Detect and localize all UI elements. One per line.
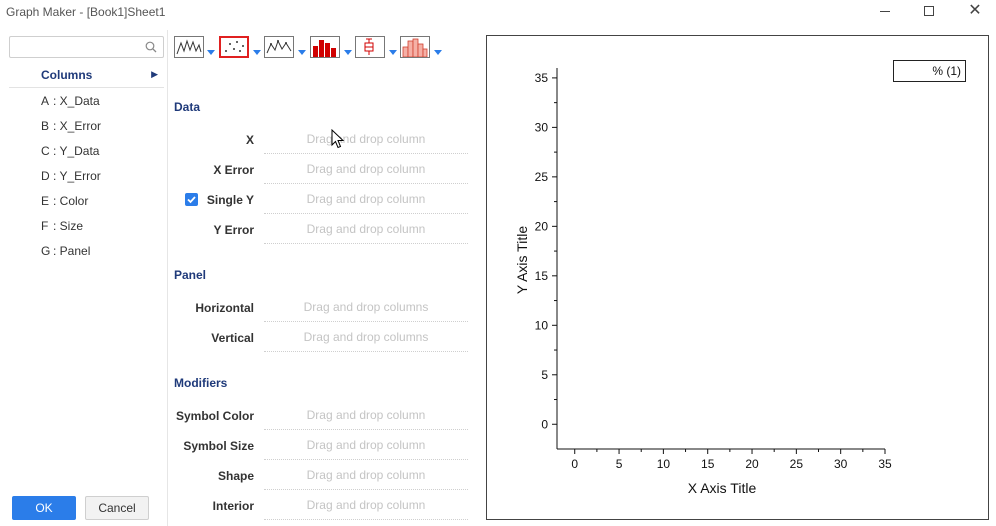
column-plot-dropdown-icon[interactable] bbox=[344, 50, 352, 55]
check-icon bbox=[187, 196, 196, 204]
x-tick-label-2: 10 bbox=[657, 457, 671, 471]
maximize-icon bbox=[924, 6, 934, 16]
horizontal-label: Horizontal bbox=[195, 301, 254, 315]
box-plot-dropdown-icon[interactable] bbox=[389, 50, 397, 55]
column-sidebar: Columns ▶ A: X_Data B: X_Error C: Y_Data… bbox=[0, 30, 168, 526]
horizontal-drop-target[interactable]: Drag and drop columns bbox=[264, 298, 468, 322]
x-tick-label-5: 25 bbox=[790, 457, 804, 471]
line-plot-dropdown-icon[interactable] bbox=[207, 50, 215, 55]
histogram-plot-dropdown-icon[interactable] bbox=[434, 50, 442, 55]
minimize-button[interactable] bbox=[862, 0, 908, 24]
column-item-e[interactable]: E: Color bbox=[41, 194, 89, 208]
mouse-cursor-icon bbox=[331, 129, 345, 149]
search-box[interactable] bbox=[9, 36, 164, 58]
x-tick-label-0: 0 bbox=[571, 457, 578, 471]
minimize-icon bbox=[880, 11, 890, 12]
column-item-a[interactable]: A: X_Data bbox=[41, 94, 100, 108]
x-tick-label-6: 30 bbox=[834, 457, 848, 471]
line-symbol-plot-dropdown-icon[interactable] bbox=[298, 50, 306, 55]
column-item-c[interactable]: C: Y_Data bbox=[41, 144, 100, 158]
data-section-title: Data bbox=[174, 100, 201, 114]
x-label: X bbox=[245, 133, 254, 147]
y-drop-target[interactable]: Drag and drop column bbox=[264, 190, 468, 214]
y-tick-label-2: 10 bbox=[535, 318, 549, 332]
symbol-color-label: Symbol Color bbox=[175, 409, 254, 423]
y-tick-label-7: 35 bbox=[535, 71, 549, 85]
line-symbol-plot-icon[interactable] bbox=[264, 36, 294, 58]
x-tick-label-3: 15 bbox=[701, 457, 715, 471]
scatter-plot-icon[interactable] bbox=[219, 36, 249, 58]
x-tick-label-7: 35 bbox=[878, 457, 892, 471]
interior-drop-target[interactable]: Drag and drop column bbox=[264, 496, 468, 520]
single-y-label: Single Y bbox=[206, 193, 254, 207]
y-error-label: Y Error bbox=[213, 223, 254, 237]
maximize-button[interactable] bbox=[906, 0, 952, 24]
x-error-label: X Error bbox=[213, 163, 254, 177]
shape-label: Shape bbox=[217, 469, 254, 483]
y-tick-label-6: 30 bbox=[535, 120, 549, 134]
y-axis-title: Y Axis Title bbox=[514, 226, 530, 294]
y-tick-label-1: 5 bbox=[541, 368, 548, 382]
column-plot-icon[interactable] bbox=[310, 36, 340, 58]
histogram-plot-icon[interactable] bbox=[400, 36, 430, 58]
column-item-b[interactable]: B: X_Error bbox=[41, 119, 102, 133]
column-item-f[interactable]: F: Size bbox=[41, 219, 84, 233]
symbol-color-drop-target[interactable]: Drag and drop column bbox=[264, 406, 468, 430]
y-error-drop-target[interactable]: Drag and drop column bbox=[264, 220, 468, 244]
y-tick-label-3: 15 bbox=[535, 269, 549, 283]
columns-header[interactable]: Columns ▶ bbox=[9, 66, 164, 88]
plot-type-toolbar bbox=[174, 36, 474, 62]
y-tick-label-5: 25 bbox=[535, 170, 549, 184]
chart-canvas: 0 5 10 15 20 25 30 35 0 5 10 15 20 25 30 35 X Axis Titl… bbox=[514, 68, 892, 496]
x-error-drop-target[interactable]: Drag and drop column bbox=[264, 160, 468, 184]
expand-arrow-icon[interactable]: ▶ bbox=[151, 69, 158, 79]
line-plot-icon[interactable] bbox=[174, 36, 204, 58]
y-tick-label-0: 0 bbox=[541, 417, 548, 431]
y-tick-label-4: 20 bbox=[535, 219, 549, 233]
search-icon bbox=[145, 41, 157, 53]
vertical-drop-target[interactable]: Drag and drop columns bbox=[264, 328, 468, 352]
panel-section-title: Panel bbox=[174, 268, 207, 282]
column-list: A: X_Data B: X_Error C: Y_Data D: Y_Erro… bbox=[0, 92, 168, 267]
scatter-plot-dropdown-icon[interactable] bbox=[253, 50, 261, 55]
x-tick-label-1: 5 bbox=[616, 457, 623, 471]
symbol-size-label: Symbol Size bbox=[183, 439, 254, 453]
single-y-checkbox[interactable] bbox=[185, 193, 198, 206]
symbol-size-drop-target[interactable]: Drag and drop column bbox=[264, 436, 468, 460]
close-button[interactable]: ✕ bbox=[952, 0, 996, 24]
modifiers-section-title: Modifiers bbox=[174, 376, 228, 390]
window-title: Graph Maker - [Book1]Sheet1 bbox=[6, 5, 166, 19]
x-tick-label-4: 20 bbox=[745, 457, 759, 471]
graph-preview[interactable]: 0 5 10 15 20 25 30 35 0 5 10 15 20 25 30 35 X Axis Titl… bbox=[486, 35, 989, 520]
interior-label: Interior bbox=[212, 499, 254, 513]
columns-header-label: Columns bbox=[41, 68, 93, 82]
search-input[interactable] bbox=[10, 37, 140, 57]
shape-drop-target[interactable]: Drag and drop column bbox=[264, 466, 468, 490]
x-drop-target[interactable]: Drag and drop column bbox=[264, 130, 468, 154]
x-axis-title: X Axis Title bbox=[688, 480, 757, 496]
column-item-d[interactable]: D: Y_Error bbox=[41, 169, 101, 183]
cancel-button[interactable]: Cancel bbox=[85, 496, 149, 520]
ok-button[interactable]: OK bbox=[12, 496, 76, 520]
box-plot-icon[interactable] bbox=[355, 36, 385, 58]
column-item-g[interactable]: G: Panel bbox=[41, 244, 91, 258]
legend-box[interactable]: % (1) bbox=[893, 60, 966, 82]
title-bar: Graph Maker - [Book1]Sheet1 ✕ bbox=[0, 0, 996, 24]
vertical-label: Vertical bbox=[211, 331, 254, 345]
close-icon: ✕ bbox=[968, 2, 982, 19]
